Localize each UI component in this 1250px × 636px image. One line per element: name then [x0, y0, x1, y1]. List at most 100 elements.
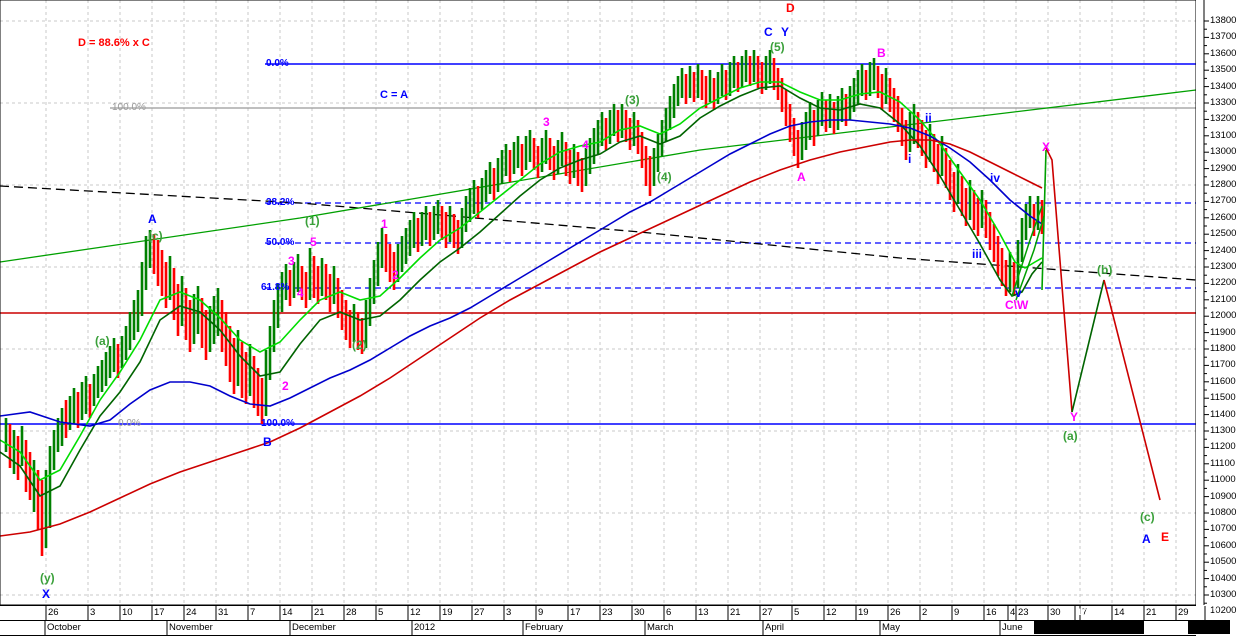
price-axis-label: 10500	[1210, 556, 1237, 568]
date-axis-day-label: 26	[890, 607, 901, 618]
price-axis-label: 13700	[1210, 31, 1237, 43]
annotation-a-10: (a)	[95, 334, 110, 348]
annotation-2-17: 2	[392, 268, 399, 282]
price-axis-label: 12800	[1210, 179, 1237, 190]
date-axis-month-label: June	[1002, 622, 1023, 633]
annotation-5-15: 5	[310, 235, 317, 249]
date-axis-month-label: March	[647, 622, 674, 633]
date-axis-day-label: 13	[698, 607, 709, 618]
annotation-cw-31: C\W	[1005, 298, 1029, 312]
date-axis-day-label: 9	[538, 607, 544, 618]
price-axis-label: 10900	[1210, 490, 1237, 502]
annotation-a-35: (a)	[1063, 429, 1078, 443]
date-axis-day-label: 12	[826, 607, 837, 618]
date-axis-month-label: May	[882, 622, 900, 633]
annotation-2-20: 2	[282, 379, 289, 393]
price-axis-label: 12500	[1210, 228, 1237, 240]
moving-average-dark-green	[0, 85, 1043, 498]
date-axis-day-label: 30	[634, 607, 645, 618]
price-axis-label: 11900	[1210, 326, 1236, 338]
date-axis-day-label: 3	[506, 607, 512, 618]
price-axis-label: 13800	[1210, 15, 1237, 26]
date-axis-month-label: February	[525, 622, 564, 633]
price-chart-canvas[interactable]	[0, 0, 1196, 605]
horizontal-gridlines	[0, 20, 1196, 596]
annotation-c-36: (c)	[1140, 510, 1155, 524]
date-axis-day-label: 17	[154, 607, 165, 618]
price-axis-label: 13100	[1210, 129, 1237, 141]
annotation-iii-28: iii	[972, 247, 983, 261]
date-axis-day-label: 6	[666, 607, 672, 618]
price-axis-label: 12400	[1210, 244, 1237, 256]
annotation-2-9: (2)	[352, 338, 367, 352]
projection-path	[1041, 147, 1161, 501]
vertical-gridlines	[45, 0, 1177, 605]
date-axis-day-label: 21	[730, 607, 741, 618]
annotation-a-24: A	[797, 170, 806, 184]
price-axis-label: 11400	[1210, 408, 1236, 420]
price-axis-label: 10200	[1210, 605, 1237, 617]
annotation-4-7: (4)	[657, 170, 672, 184]
moving-average-light-green	[0, 81, 1043, 482]
date-axis-day-label: 5	[794, 607, 800, 618]
fib-label-100-pct-gray: 100.0%	[112, 102, 146, 113]
date-axis-day-label: 16	[986, 607, 997, 618]
price-axis-label: 12000	[1210, 310, 1237, 322]
date-axis: 26 3 10 17 24 31 7 14 21 28 5 12 19 27 3 9 17 23 30 6 13 21 27…	[0, 605, 1250, 636]
annotation-x-23: X	[42, 587, 51, 601]
annotation-y-34: Y	[1070, 410, 1079, 424]
date-axis-day-label: 10	[122, 607, 133, 618]
date-axis-month-label: April	[765, 622, 785, 633]
date-axis-day-label: 9	[954, 607, 960, 618]
date-axis-day-label: 24	[186, 607, 197, 618]
annotation-ii-27: ii	[925, 111, 932, 125]
price-axis-label: 13000	[1210, 146, 1237, 158]
annotation-d-2: D	[786, 1, 795, 15]
price-axis-label: 10300	[1210, 589, 1237, 600]
annotation-1-8: (1)	[305, 214, 320, 228]
date-axis-month-label: 2012	[414, 622, 436, 633]
price-axis-label: 13200	[1210, 113, 1237, 125]
plot-background	[0, 0, 1196, 605]
moving-average-red	[0, 139, 1043, 537]
date-axis-day-label: 26	[48, 607, 59, 618]
date-axis-day-label: 31	[218, 607, 229, 618]
annotation-a-37: A	[1142, 532, 1151, 546]
date-axis-day-label: 29	[1178, 607, 1189, 618]
date-axis-month-label: December	[292, 622, 336, 633]
fib-label-0-pct-gray: 0.0%	[118, 418, 141, 429]
moving-average-blue	[0, 119, 1043, 427]
annotation-4-19: 4	[582, 138, 589, 152]
annotation-1-16: 1	[381, 217, 388, 231]
date-axis-day-label: 23	[602, 607, 613, 618]
fib-label-38-2-pct: 38.2%	[266, 197, 295, 208]
annotation-y-4: Y	[781, 25, 790, 39]
annotation-x-32: X	[1042, 140, 1051, 154]
date-axis-day-label: 19	[858, 607, 869, 618]
price-axis-label: 12600	[1210, 211, 1237, 223]
annotation-iv-29: iv	[990, 171, 1001, 185]
annotation-e-38: E	[1161, 530, 1170, 544]
date-axis-day-label: 17	[570, 607, 581, 618]
date-axis-day-label: 7	[1082, 607, 1088, 618]
date-axis-day-label: 21	[314, 607, 325, 618]
annotation-a-21: A	[148, 212, 157, 226]
date-axis-month-label: October	[47, 622, 81, 633]
price-axis-label: 11500	[1210, 392, 1236, 404]
annotation-ca-1: C = A	[380, 89, 409, 101]
fib-label-0-pct-upper: 0.0%	[266, 58, 289, 69]
annotation-3-18: 3	[543, 115, 550, 129]
price-axis-label: 13300	[1210, 97, 1237, 108]
annotation-c-3: C	[764, 25, 773, 39]
annotation-v-30: v	[1015, 286, 1022, 300]
price-axis-label: 13400	[1210, 80, 1237, 92]
date-axis-day-label: 28	[346, 607, 357, 618]
date-axis-day-label: 21	[1146, 607, 1157, 618]
price-axis-label: 12700	[1210, 195, 1237, 207]
date-axis-day-label: 27	[762, 607, 773, 618]
price-axis-label: 11600	[1210, 375, 1236, 387]
price-axis-label: 11800	[1210, 343, 1236, 354]
price-axis-label: 10700	[1210, 523, 1237, 535]
date-axis-day-label: 5	[378, 607, 384, 618]
date-axis-day-label: 10	[1077, 607, 1088, 618]
